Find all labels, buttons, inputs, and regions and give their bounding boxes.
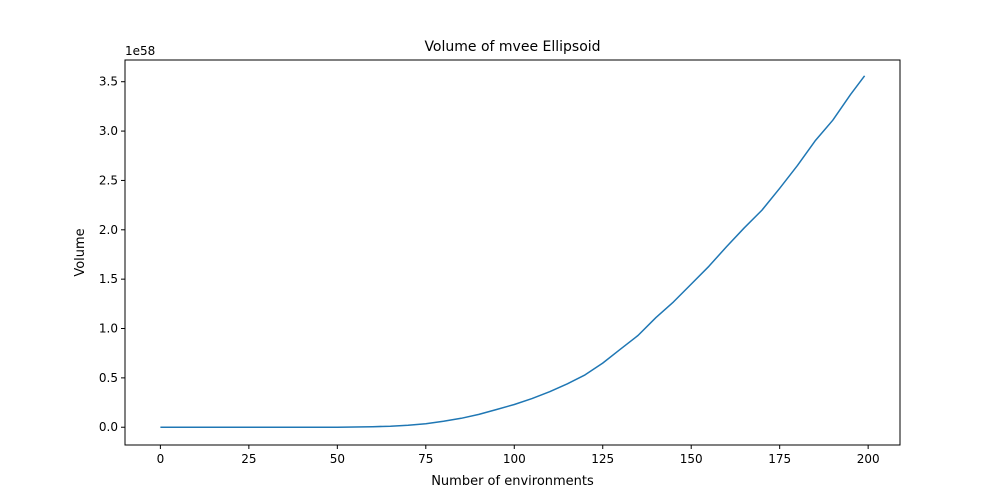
x-tick-label: 200 <box>857 452 880 466</box>
plot-frame <box>124 59 901 446</box>
y-tick-label: 3.5 <box>99 75 118 89</box>
x-tick-label: 100 <box>503 452 526 466</box>
y-tick-label: 1.5 <box>99 272 118 286</box>
x-tick-label: 50 <box>330 452 345 466</box>
x-tick-label: 0 <box>157 452 165 466</box>
y-axis: 0.0 0.5 1.0 1.5 2.0 2.5 3.0 3.5 <box>99 75 125 434</box>
y-tick-label: 1.0 <box>99 322 118 336</box>
chart-title: Volume of mvee Ellipsoid <box>424 39 600 55</box>
x-tick-label: 125 <box>591 452 614 466</box>
y-offset-label: 1e58 <box>125 44 155 58</box>
x-tick-label: 175 <box>768 452 791 466</box>
y-tick-label: 0.0 <box>99 420 118 434</box>
y-tick-label: 3.0 <box>99 124 118 138</box>
x-tick-label: 25 <box>241 452 256 466</box>
x-axis: 0 25 50 75 100 125 150 175 200 <box>157 445 880 466</box>
x-tick-label: 150 <box>680 452 703 466</box>
y-tick-label: 2.0 <box>99 223 118 237</box>
y-axis-label: Volume <box>73 228 88 276</box>
x-tick-label: 75 <box>418 452 433 466</box>
y-tick-label: 2.5 <box>99 173 118 187</box>
x-axis-label: Number of environments <box>431 474 594 489</box>
y-tick-label: 0.5 <box>99 371 118 385</box>
series-line <box>160 75 866 428</box>
